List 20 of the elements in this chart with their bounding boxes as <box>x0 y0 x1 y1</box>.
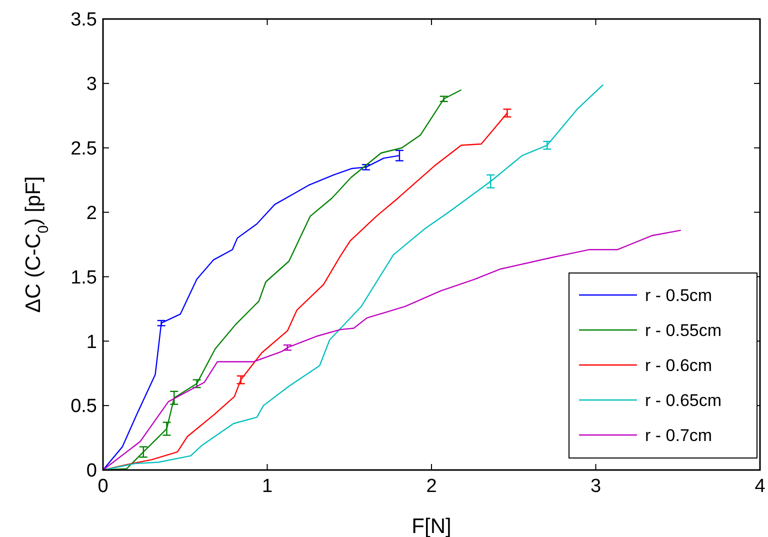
legend-label: r - 0.65cm <box>645 390 722 410</box>
legend-label: r - 0.5cm <box>645 286 712 305</box>
legend-label: r - 0.6cm <box>645 356 712 375</box>
y-tick-label: 2 <box>86 202 97 224</box>
y-tick-label: 1 <box>86 332 97 353</box>
y-tick-label: 0.5 <box>70 396 97 418</box>
x-tick-label: 3 <box>590 476 602 497</box>
x-tick-label: 2 <box>426 476 437 497</box>
x-tick-label: 1 <box>262 476 273 497</box>
y-tick-label: 1.5 <box>70 267 97 288</box>
line-series <box>102 84 604 471</box>
x-tick-label: 4 <box>754 476 766 497</box>
y-tick-label: 3.5 <box>70 10 97 31</box>
legend-label: r - 0.7cm <box>645 426 712 445</box>
legend-label: r - 0.55cm <box>645 320 722 340</box>
y-tick-label: 2.5 <box>70 138 97 160</box>
y-tick-label: 0 <box>86 460 97 482</box>
x-axis-title: F[N] <box>412 515 452 537</box>
line-series <box>102 154 400 471</box>
y-tick-label: 3 <box>86 74 97 96</box>
